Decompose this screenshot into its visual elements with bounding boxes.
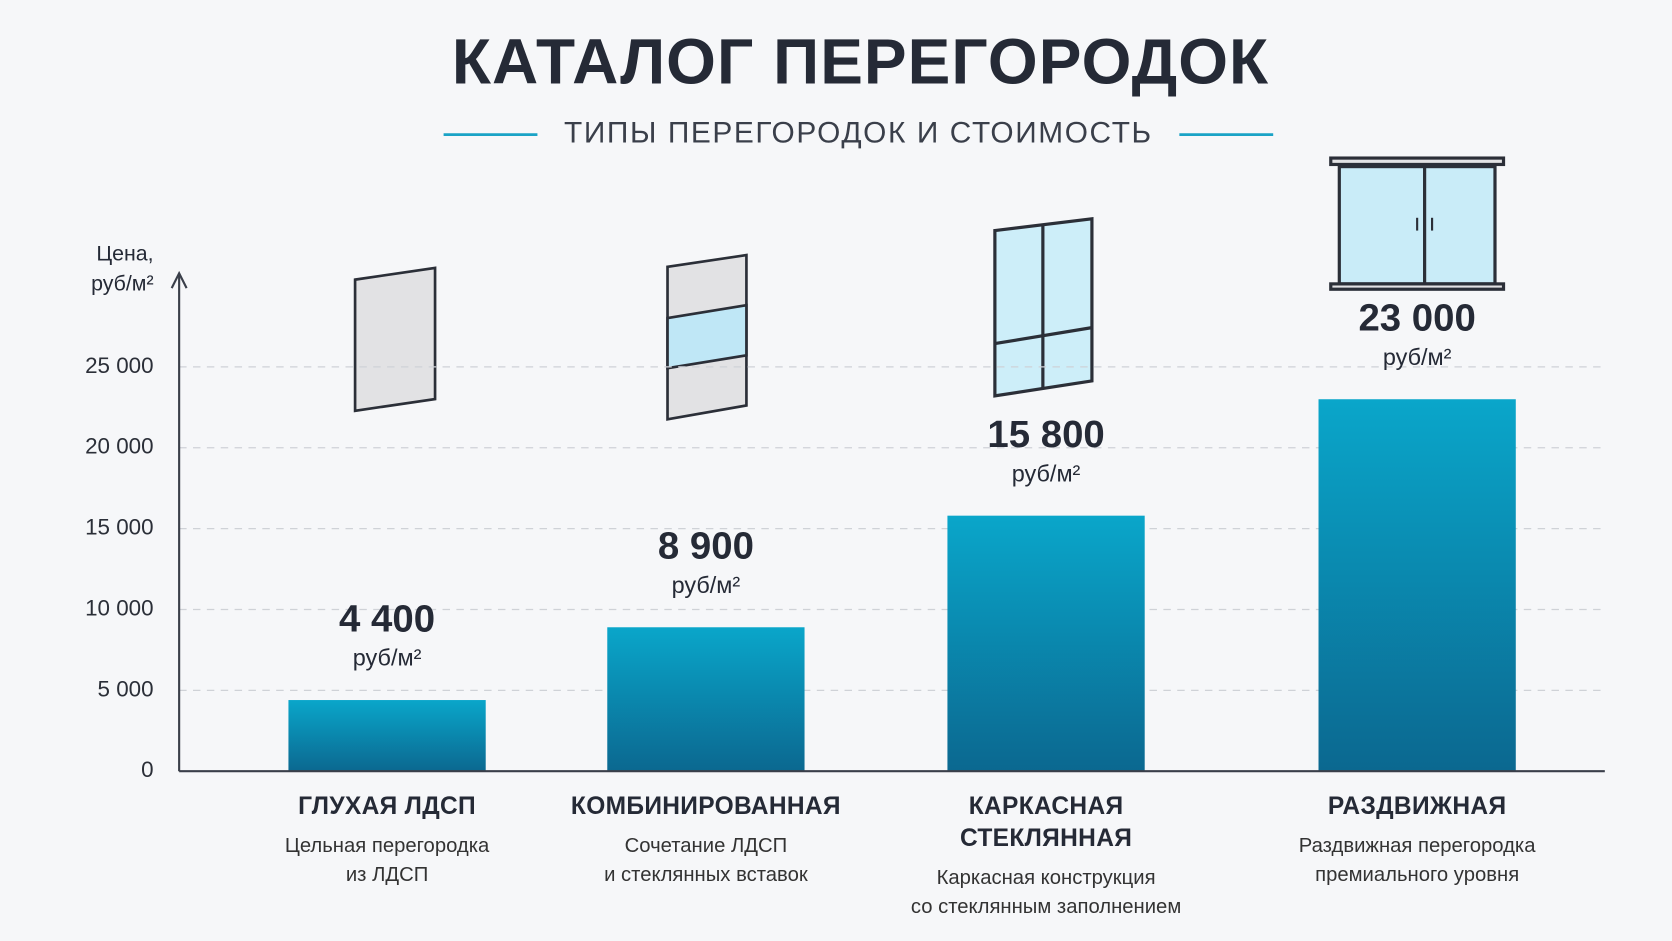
category-description: Раздвижная перегородка xyxy=(1298,835,1536,858)
chart-title: КАТАЛОГ ПЕРЕГОРОДОК xyxy=(452,25,1269,97)
category-description: Цельная перегородка xyxy=(284,835,490,858)
y-axis-arrow xyxy=(170,270,188,289)
icon-sliding xyxy=(1329,156,1506,291)
bar xyxy=(607,627,805,772)
icon-frame-glass xyxy=(993,217,1094,398)
category-description: премиального уровня xyxy=(1315,863,1520,887)
bar xyxy=(947,515,1145,772)
category-description: и стеклянных вставок xyxy=(604,863,808,887)
x-tick-label: ГЛУХАЯ ЛДСП xyxy=(298,791,476,820)
icon-ldsp xyxy=(353,266,437,413)
y-tick-label: 5 000 xyxy=(98,676,154,701)
category-description: Каркасная конструкция xyxy=(936,867,1156,890)
category-text: ГЛУХАЯ ЛДСП Цельная перегородка из ЛДСП xyxy=(216,789,557,889)
value-unit: руб/м² xyxy=(353,645,422,671)
y-tick-label: 20 000 xyxy=(85,434,153,459)
category-description: из ЛДСП xyxy=(345,863,429,887)
x-tick-label: РАЗДВИЖНАЯ xyxy=(1327,791,1507,820)
y-tick-label: 25 000 xyxy=(85,353,153,378)
chart-subtitle: ТИПЫ ПЕРЕГОРОДОК И СТОИМОСТЬ xyxy=(564,116,1153,149)
category-block: ГЛУХАЯ ЛДСП Цельная перегородка из ЛДСП xyxy=(216,789,557,889)
value-unit: руб/м² xyxy=(1012,460,1081,486)
category-block: КАРКАСНАЯ СТЕКЛЯННАЯ Каркасная конструкци… xyxy=(875,789,1216,921)
value-unit: руб/м² xyxy=(1383,344,1452,370)
y-axis-label: Цена, руб/м² xyxy=(91,242,154,296)
category-description: Сочетание ЛДСП xyxy=(624,835,788,858)
y-tick-label: 10 000 xyxy=(85,595,153,620)
value-label: 15 800 xyxy=(987,413,1104,456)
category-text: КОМБИНИРОВАННАЯ Сочетание ЛДСП и стеклянны… xyxy=(535,789,876,889)
category-block: РАЗДВИЖНАЯ Раздвижная перегородка премиаль… xyxy=(1247,789,1588,889)
category-block: КОМБИНИРОВАННАЯ Сочетание ЛДСП и стеклянны… xyxy=(535,789,876,889)
bar xyxy=(288,700,486,772)
icon-combined xyxy=(666,253,748,421)
y-tick-label: 0 xyxy=(141,757,153,782)
bar xyxy=(1318,399,1516,772)
y-tick-label: 15 000 xyxy=(85,515,153,540)
category-text: КАРКАСНАЯ СТЕКЛЯННАЯ Каркасная конструкци… xyxy=(875,789,1216,921)
x-tick-label: КАРКАСНАЯ СТЕКЛЯННАЯ xyxy=(959,791,1133,852)
category-description: со стеклянным заполнением xyxy=(910,895,1182,919)
value-label: 23 000 xyxy=(1358,296,1475,339)
value-label: 8 900 xyxy=(658,525,754,568)
category-text: РАЗДВИЖНАЯ Раздвижная перегородка премиаль… xyxy=(1247,789,1588,889)
value-unit: руб/м² xyxy=(672,572,741,598)
value-label: 4 400 xyxy=(339,597,435,640)
y-axis-label-box: Цена, руб/м² xyxy=(91,242,154,296)
x-tick-label: КОМБИНИРОВАННАЯ xyxy=(570,791,841,820)
